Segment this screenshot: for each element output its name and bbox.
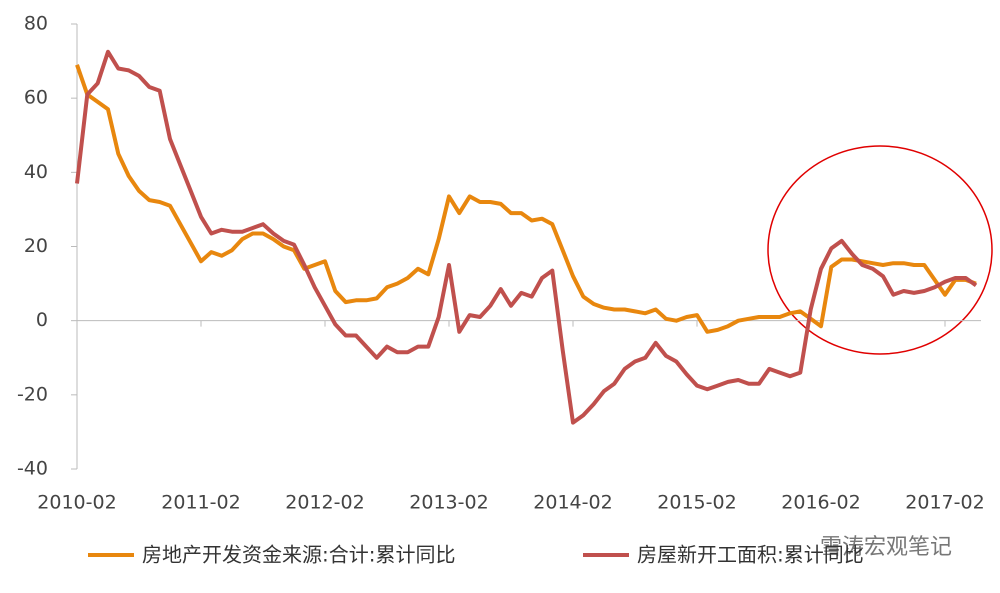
y-tick-label: 40 [24,161,48,183]
x-tick-label: 2015-02 [657,492,736,514]
x-tick-label: 2011-02 [161,492,240,514]
x-tick-label: 2012-02 [285,492,364,514]
y-tick-label: 0 [36,309,48,331]
y-tick-label: 80 [24,13,48,35]
watermark: 雪涛宏观笔记 [820,535,952,560]
legend-label: 房屋新开工面积:累计同比 [637,543,864,567]
x-tick-label: 2014-02 [533,492,612,514]
x-tick-label: 2017-02 [905,492,984,514]
highlight-circle [767,145,993,355]
x-tick-label: 2010-02 [37,492,116,514]
x-tick-label: 2016-02 [781,492,860,514]
series-line [75,64,977,334]
y-tick-label: -20 [17,383,48,405]
legend-label: 房地产开发资金来源:合计:累计同比 [142,543,455,567]
y-tick-label: -40 [17,458,48,480]
series-line [75,49,978,425]
x-tick-label: 2013-02 [409,492,488,514]
y-tick-label: 60 [24,87,48,109]
y-tick-label: 20 [24,235,48,257]
